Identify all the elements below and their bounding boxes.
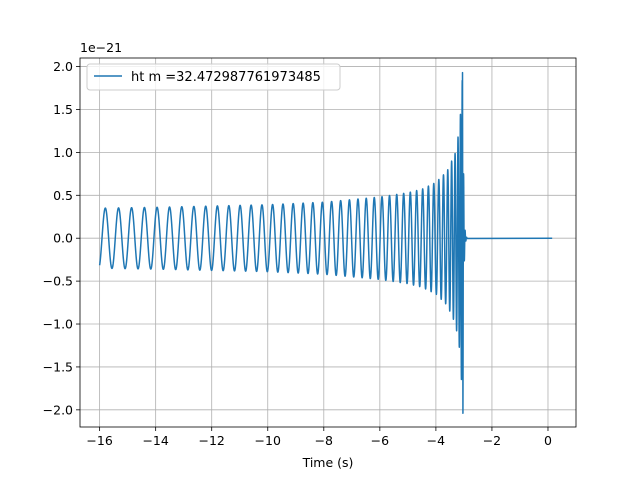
y-tick-label: −2.0 <box>43 402 73 417</box>
x-axis-ticks: −16 −14 −12 −10 −8 −6 −4 −2 0 <box>86 427 552 448</box>
y-tick-label: 0.5 <box>53 188 73 203</box>
x-tick-label: −4 <box>427 433 445 448</box>
x-axis-label: Time (s) <box>302 455 354 470</box>
x-tick-label: −10 <box>255 433 281 448</box>
x-tick-label: −14 <box>142 433 168 448</box>
y-tick-label: 1.5 <box>53 102 73 117</box>
x-tick-label: −12 <box>199 433 225 448</box>
axes-frame <box>79 57 577 428</box>
x-tick-label: −8 <box>315 433 333 448</box>
x-tick-label: −2 <box>483 433 501 448</box>
y-tick-label: −0.5 <box>43 274 73 289</box>
y-tick-label: −1.0 <box>43 317 73 332</box>
y-tick-label: −1.5 <box>43 359 73 374</box>
y-axis-offset-label: 1e−21 <box>80 40 122 55</box>
y-tick-label: 2.0 <box>53 59 73 74</box>
legend-box <box>86 63 341 91</box>
plot-area <box>98 71 553 415</box>
x-tick-label: −16 <box>86 433 112 448</box>
y-tick-label: 0.0 <box>53 231 73 246</box>
x-tick-label: −6 <box>371 433 389 448</box>
legend-entry-label: ht m =32.472987761973485 <box>131 70 321 85</box>
y-tick-label: 1.0 <box>53 145 73 160</box>
legend: ht m =32.472987761973485 <box>86 63 341 91</box>
series-line <box>98 71 553 415</box>
x-tick-label: 0 <box>544 433 552 448</box>
y-axis-ticks: 2.0 1.5 1.0 0.5 0.0 −0.5 −1.0 −1.5 −2.0 <box>43 59 80 417</box>
